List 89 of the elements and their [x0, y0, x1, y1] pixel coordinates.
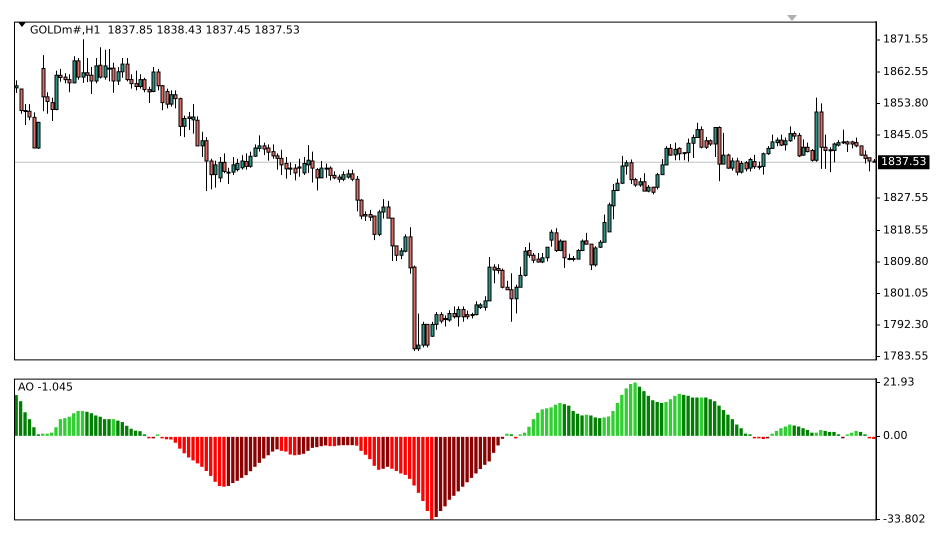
bar — [134, 430, 138, 436]
bar — [562, 404, 566, 436]
y-tick-label: 21.93 — [883, 375, 914, 388]
bar — [116, 420, 120, 436]
bar — [602, 417, 606, 436]
bar — [306, 436, 310, 451]
bar — [76, 411, 80, 436]
y-tick-label: 1783.55 — [883, 349, 928, 362]
y-tick-label: -33.802 — [883, 512, 926, 526]
bar — [107, 419, 111, 436]
bar — [191, 436, 195, 460]
ref-line-label: 1837.53 — [881, 155, 926, 168]
bar — [633, 382, 637, 436]
y-tick-label: 1862.55 — [883, 65, 928, 78]
bar — [824, 430, 827, 436]
y-tick-label: 1827.55 — [883, 191, 928, 204]
bar — [576, 414, 580, 436]
y-tick-label: 1871.55 — [883, 32, 928, 46]
y-tick-label: 1845.05 — [883, 128, 928, 142]
bar — [213, 436, 217, 482]
bar — [90, 413, 94, 436]
bar — [779, 428, 783, 436]
bar — [297, 436, 301, 455]
bar — [359, 436, 363, 451]
bar — [668, 399, 672, 436]
bar — [695, 398, 699, 436]
bar — [364, 436, 368, 455]
bar — [85, 412, 89, 436]
bar — [690, 398, 694, 436]
bar — [390, 436, 394, 469]
bar — [112, 419, 116, 436]
bar — [712, 401, 716, 436]
bar — [673, 396, 677, 436]
bar — [386, 436, 390, 467]
bar — [854, 430, 858, 436]
bar — [664, 402, 668, 436]
bar — [324, 436, 328, 446]
bar — [774, 430, 778, 436]
y-tick-label: 1801.05 — [883, 286, 928, 300]
bar — [638, 386, 642, 436]
bar — [102, 419, 106, 436]
bar — [218, 436, 222, 486]
bar — [270, 436, 274, 452]
bar — [580, 415, 584, 436]
bar — [58, 419, 62, 436]
bar — [828, 432, 832, 436]
bar — [196, 436, 200, 464]
bar — [302, 436, 306, 454]
y-tick-label: 1792.30 — [883, 318, 928, 331]
y-tick-label: 1818.55 — [883, 223, 928, 236]
bar — [558, 402, 562, 436]
bar — [686, 396, 690, 436]
y-tick-label: 1809.80 — [883, 254, 928, 268]
bar — [465, 436, 469, 482]
bar — [280, 436, 284, 451]
bar — [244, 436, 248, 476]
bar — [394, 436, 398, 471]
bar — [554, 404, 558, 436]
bar — [200, 436, 204, 467]
bar — [434, 436, 438, 517]
bar — [381, 436, 385, 469]
bar — [275, 436, 279, 450]
bar — [478, 436, 482, 470]
bar — [310, 436, 314, 448]
bar — [129, 428, 133, 436]
bar — [589, 415, 593, 436]
bar — [138, 431, 142, 436]
bar — [801, 428, 805, 436]
bar — [164, 436, 168, 440]
bar — [784, 426, 788, 436]
bar — [549, 407, 553, 436]
bar — [80, 411, 84, 436]
bar — [796, 426, 800, 436]
bar — [226, 436, 230, 486]
bar — [700, 398, 704, 436]
bar — [222, 436, 226, 487]
bar — [584, 414, 588, 436]
bar — [858, 432, 862, 436]
bar — [660, 402, 664, 436]
y-tick-label: 0.00 — [883, 429, 908, 442]
bar — [810, 432, 814, 436]
chart-title: AO -1.045 — [18, 380, 73, 394]
y-tick-label: 1853.80 — [883, 96, 928, 110]
chart-title: GOLDm#,H1 1837.85 1838.43 1837.45 1837.53 — [30, 23, 300, 36]
bar — [284, 436, 288, 452]
bar — [253, 436, 257, 467]
bar — [806, 430, 810, 436]
bar — [832, 432, 836, 436]
bar — [186, 436, 190, 458]
